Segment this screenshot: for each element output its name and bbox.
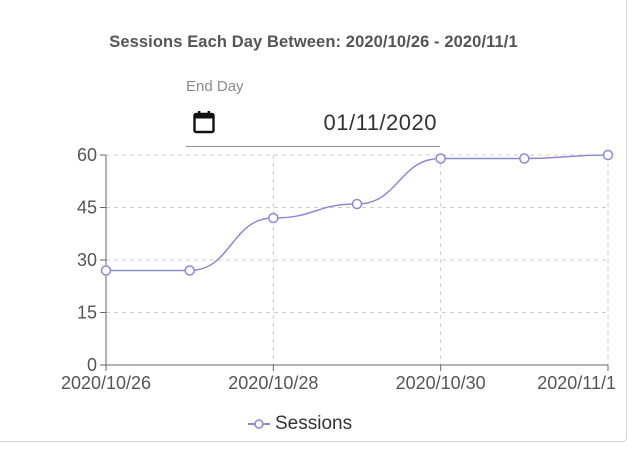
data-point-sessions[interactable] (351, 198, 363, 210)
data-point-sessions[interactable] (184, 265, 195, 276)
x-tick-label: 2020/10/30 (396, 373, 486, 393)
y-tick-label: 15 (77, 303, 97, 323)
series-line-sessions (105, 154, 609, 272)
chart-legend[interactable]: Sessions (248, 413, 352, 435)
chart-grid (106, 154, 609, 365)
data-point-sessions[interactable] (602, 149, 614, 161)
end-day-value: 01/11/2020 (323, 110, 437, 135)
y-tick-label: 45 (77, 198, 97, 218)
legend-line-marker-icon (248, 419, 270, 429)
sessions-line-chart: 0 15 30 45 60 2020/10/26 2020/10/28 2020/10/30… (61, 145, 616, 393)
y-axis-ticks: 0 15 30 45 60 (77, 145, 106, 375)
data-point-sessions[interactable] (100, 265, 112, 276)
y-tick-label: 60 (77, 145, 97, 165)
x-tick-label: 2020/10/26 (61, 373, 151, 393)
legend-label-sessions: Sessions (275, 413, 353, 434)
x-axis-ticks: 2020/10/26 2020/10/28 2020/10/30 2020/11/1 (61, 365, 616, 393)
data-point-sessions[interactable] (435, 153, 446, 164)
end-day-label: End Day (186, 78, 244, 95)
chart-card: Sessions Each Day Between: 2020/10/26 - … (0, 0, 627, 442)
end-day-date-field[interactable]: 01/11/2020 (186, 104, 440, 147)
y-tick-label: 0 (87, 355, 97, 375)
x-tick-label: 2020/10/28 (228, 373, 318, 393)
data-point-sessions[interactable] (268, 212, 279, 224)
x-tick-label: 2020/11/1 (537, 373, 616, 393)
y-tick-label: 30 (77, 250, 97, 270)
series-sessions (100, 149, 614, 276)
data-point-sessions[interactable] (519, 153, 530, 164)
chart-title: Sessions Each Day Between: 2020/10/26 - … (109, 33, 518, 51)
calendar-icon[interactable] (192, 110, 216, 134)
